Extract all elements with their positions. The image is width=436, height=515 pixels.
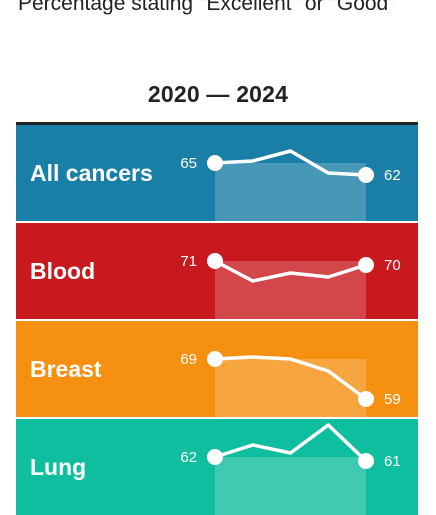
row-blood: Blood 71 70 <box>16 223 418 319</box>
period-label: 2020 — 2024 <box>147 81 289 107</box>
end-value-label: 59 <box>384 391 401 408</box>
header-rule <box>16 122 418 125</box>
start-value-label: 62 <box>180 449 197 466</box>
start-point <box>207 253 223 269</box>
period-band <box>215 261 366 319</box>
start-point <box>207 449 223 465</box>
sparkline-all-cancers: 65 62 <box>180 149 401 221</box>
start-point <box>207 351 223 367</box>
period-band <box>215 359 366 417</box>
end-value-label: 70 <box>384 257 401 274</box>
period-band <box>215 163 366 221</box>
period-band <box>215 457 366 515</box>
series-line-blood <box>213 259 368 283</box>
start-point <box>207 155 223 171</box>
end-point <box>358 257 374 273</box>
row-label-blood: Blood <box>30 258 96 284</box>
end-point <box>358 453 374 469</box>
end-value-label: 62 <box>384 167 401 184</box>
end-point <box>358 167 374 183</box>
row-all-cancers: All cancers 65 62 <box>16 125 418 221</box>
row-label-breast: Breast <box>30 356 102 382</box>
start-value-label: 71 <box>180 253 197 270</box>
start-value-label: 65 <box>180 155 197 172</box>
end-value-label: 61 <box>384 453 401 470</box>
sparkline-blood: 71 70 <box>180 253 401 319</box>
row-label-lung: Lung <box>30 454 87 480</box>
row-lung: Lung 62 61 <box>16 419 418 515</box>
chart-subtitle: Percentage stating "Excellent" or "Good" <box>18 0 396 15</box>
row-label-all-cancers: All cancers <box>30 160 153 186</box>
series-line-lung <box>213 423 368 463</box>
sparkline-breast: 69 59 <box>180 351 401 417</box>
row-breast: Breast 69 59 <box>16 321 418 417</box>
start-value-label: 69 <box>180 351 197 368</box>
end-point <box>358 391 374 407</box>
series-line-breast <box>213 355 368 401</box>
series-line-all-cancers <box>213 149 368 177</box>
sparkline-lung: 62 61 <box>180 423 401 515</box>
